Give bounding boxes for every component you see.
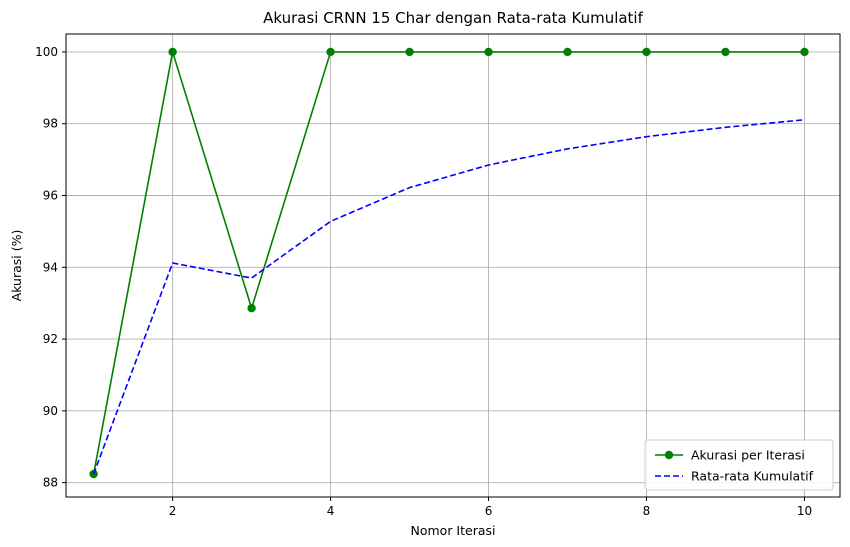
y-tick-label: 88: [43, 476, 58, 490]
y-tick-label: 100: [35, 45, 58, 59]
x-axis-label: Nomor Iterasi: [411, 523, 496, 538]
series-1: [89, 47, 809, 479]
data-point: [405, 47, 414, 57]
chart-title: Akurasi CRNN 15 Char dengan Rata-rata Ku…: [263, 9, 644, 27]
legend-box: [644, 439, 834, 491]
y-tick-label: 98: [43, 117, 58, 131]
x-tick-label: 8: [643, 504, 651, 518]
legend-item: Akurasi per Iterasi: [655, 448, 805, 463]
x-tick-label: 10: [797, 504, 812, 518]
data-point: [247, 304, 256, 313]
series-line: [92, 118, 805, 475]
legend: Akurasi per Iterasi Rata-rata Kumulatif: [644, 439, 834, 491]
y-tick-label: 96: [43, 189, 58, 203]
data-point: [326, 47, 335, 57]
series-line: [92, 51, 805, 475]
plot-area-frame: [65, 33, 841, 498]
y-axis-label: Akurasi (%): [9, 230, 24, 302]
y-tick-label: 94: [43, 260, 58, 274]
data-point: [721, 47, 730, 57]
data-point: [563, 47, 572, 57]
legend-marker: [664, 450, 674, 460]
legend-item: Rata-rata Kumulatif: [655, 469, 814, 484]
legend-label: Akurasi per Iterasi: [691, 448, 805, 463]
y-tick-label: 90: [43, 404, 58, 418]
x-tick-label: 2: [169, 504, 177, 518]
data-point: [642, 47, 651, 57]
x-tick-label: 4: [327, 504, 335, 518]
axis-ticks: 2 4 6 8 10 88 90 92 94 96 98 100: [35, 45, 812, 518]
data-point: [800, 47, 809, 57]
data-point: [168, 47, 177, 57]
legend-label: Rata-rata Kumulatif: [691, 469, 814, 484]
x-tick-label: 6: [485, 504, 493, 518]
data-point: [484, 47, 493, 57]
y-tick-label: 92: [43, 332, 58, 346]
series-layer: [89, 47, 809, 479]
series-2: [92, 118, 805, 475]
